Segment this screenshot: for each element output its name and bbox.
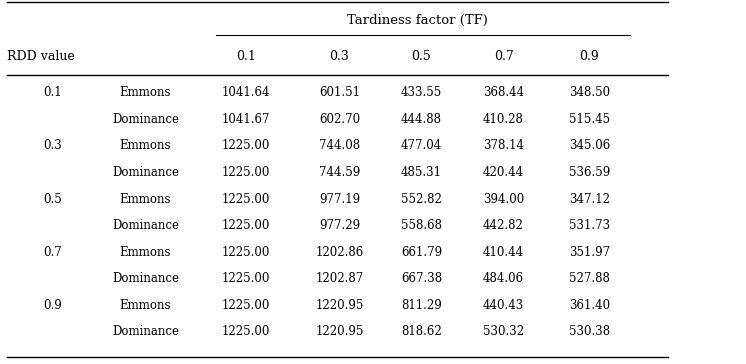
Text: 530.32: 530.32 [483,325,524,339]
Text: 1225.00: 1225.00 [222,272,270,285]
Text: 1225.00: 1225.00 [222,325,270,339]
Text: 1225.00: 1225.00 [222,246,270,259]
Text: 0.5: 0.5 [412,50,431,63]
Text: 1041.67: 1041.67 [222,113,271,126]
Text: 530.38: 530.38 [568,325,610,339]
Text: 1202.87: 1202.87 [316,272,363,285]
Text: 0.3: 0.3 [330,50,349,63]
Text: 442.82: 442.82 [483,219,524,232]
Text: 444.88: 444.88 [401,113,442,126]
Text: Dominance: Dominance [112,113,179,126]
Text: 0.9: 0.9 [43,299,62,312]
Text: 1225.00: 1225.00 [222,219,270,232]
Text: 0.3: 0.3 [43,139,62,153]
Text: 0.7: 0.7 [494,50,513,63]
Text: 485.31: 485.31 [401,166,442,179]
Text: 558.68: 558.68 [401,219,442,232]
Text: 348.50: 348.50 [568,86,610,99]
Text: 368.44: 368.44 [483,86,524,99]
Text: Dominance: Dominance [112,325,179,339]
Text: 0.7: 0.7 [43,246,62,259]
Text: 1220.95: 1220.95 [316,325,363,339]
Text: 811.29: 811.29 [401,299,442,312]
Text: 1225.00: 1225.00 [222,299,270,312]
Text: 484.06: 484.06 [483,272,524,285]
Text: 602.70: 602.70 [319,113,360,126]
Text: 351.97: 351.97 [568,246,610,259]
Text: 1225.00: 1225.00 [222,193,270,206]
Text: 0.5: 0.5 [43,193,62,206]
Text: 601.51: 601.51 [319,86,360,99]
Text: 661.79: 661.79 [401,246,442,259]
Text: Emmons: Emmons [119,299,172,312]
Text: 361.40: 361.40 [568,299,610,312]
Text: 744.08: 744.08 [319,139,360,153]
Text: 410.28: 410.28 [483,113,524,126]
Text: 531.73: 531.73 [568,219,610,232]
Text: Dominance: Dominance [112,272,179,285]
Text: 552.82: 552.82 [401,193,442,206]
Text: Emmons: Emmons [119,246,172,259]
Text: 347.12: 347.12 [569,193,609,206]
Text: Dominance: Dominance [112,219,179,232]
Text: 394.00: 394.00 [483,193,524,206]
Text: Tardiness factor (TF): Tardiness factor (TF) [348,13,488,27]
Text: 667.38: 667.38 [401,272,442,285]
Text: 977.29: 977.29 [319,219,360,232]
Text: 1225.00: 1225.00 [222,139,270,153]
Text: 744.59: 744.59 [319,166,360,179]
Text: 410.44: 410.44 [483,246,524,259]
Text: 440.43: 440.43 [483,299,524,312]
Text: 0.9: 0.9 [580,50,599,63]
Text: Dominance: Dominance [112,166,179,179]
Text: 1202.86: 1202.86 [316,246,363,259]
Text: RDD value: RDD value [7,50,75,63]
Text: 818.62: 818.62 [401,325,442,339]
Text: 345.06: 345.06 [568,139,610,153]
Text: 1225.00: 1225.00 [222,166,270,179]
Text: 378.14: 378.14 [483,139,524,153]
Text: Emmons: Emmons [119,86,172,99]
Text: 536.59: 536.59 [568,166,610,179]
Text: 0.1: 0.1 [43,86,61,99]
Text: Emmons: Emmons [119,193,172,206]
Text: 433.55: 433.55 [401,86,442,99]
Text: 515.45: 515.45 [568,113,610,126]
Text: 477.04: 477.04 [401,139,442,153]
Text: 527.88: 527.88 [569,272,609,285]
Text: 420.44: 420.44 [483,166,524,179]
Text: 977.19: 977.19 [319,193,360,206]
Text: 0.1: 0.1 [236,50,256,63]
Text: 1041.64: 1041.64 [222,86,271,99]
Text: Emmons: Emmons [119,139,172,153]
Text: 1220.95: 1220.95 [316,299,363,312]
